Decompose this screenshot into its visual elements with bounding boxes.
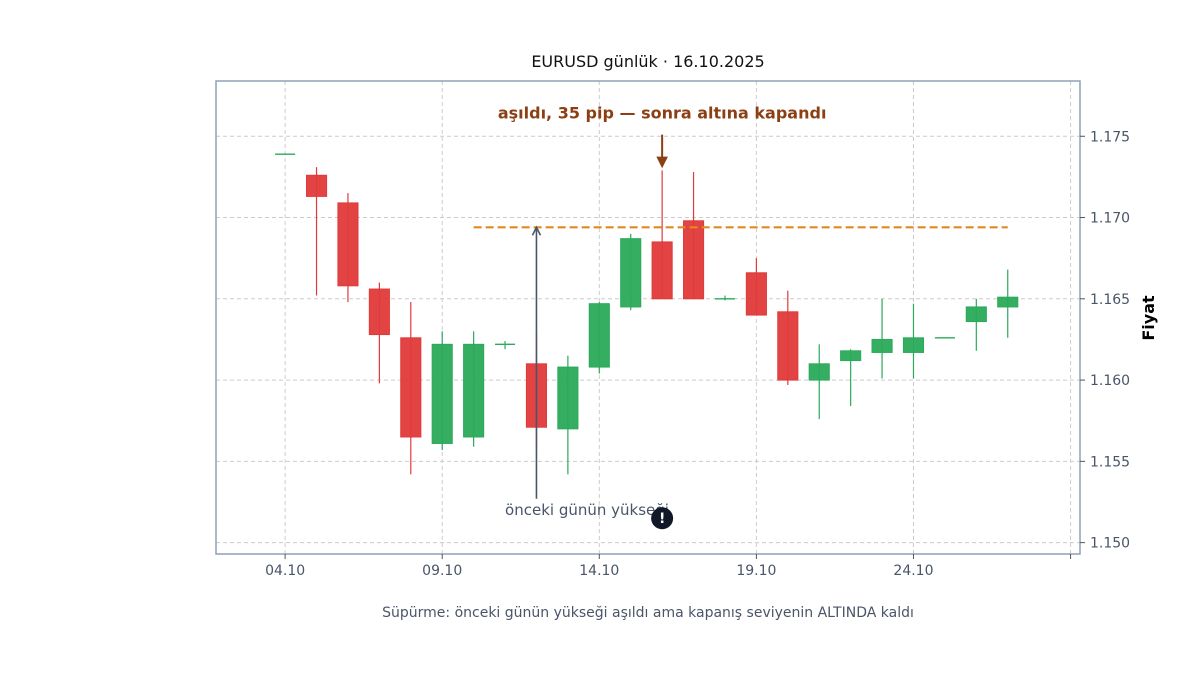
candle — [588, 302, 610, 374]
plot-frame — [215, 80, 1081, 555]
x-tick-label: 24.10 — [893, 563, 933, 579]
chart-caption: Süpürme: önceki günün yükseği aşıldı ama… — [382, 605, 914, 621]
grid — [216, 81, 1080, 554]
candle — [840, 349, 862, 407]
y-tick-label: 1.155 — [1090, 454, 1130, 470]
y-tick-label: 1.175 — [1090, 129, 1130, 145]
axis-ticks: 1.150 1.155 1.160 1.165 1.170 1.175 04.10 09.10… — [265, 129, 1130, 579]
candle — [400, 302, 422, 475]
candle — [965, 298, 987, 351]
candle — [337, 193, 359, 303]
candle-body — [965, 306, 987, 323]
candle — [808, 344, 830, 420]
candle-body — [588, 303, 610, 368]
candle — [463, 331, 485, 447]
y-tick-label: 1.165 — [1090, 292, 1130, 308]
candle-body — [400, 337, 422, 438]
candle-body — [463, 343, 485, 438]
candle-body — [557, 366, 579, 430]
x-tick-label: 09.10 — [422, 563, 462, 579]
candle-body — [808, 363, 830, 381]
sweep-arrowhead — [656, 156, 668, 169]
candle-body — [840, 350, 862, 362]
candle — [651, 170, 673, 300]
candle — [368, 282, 390, 384]
x-tick-label: 19.10 — [736, 563, 776, 579]
warning-marker-icon: ! — [651, 507, 674, 530]
previous-high-arrowhead — [531, 225, 542, 236]
overlays — [473, 134, 1008, 499]
y-tick-label: 1.160 — [1090, 373, 1130, 389]
chart-title: EURUSD günlük · 16.10.2025 — [531, 52, 764, 71]
candle — [494, 341, 516, 350]
candle-body — [620, 238, 642, 308]
candle — [305, 167, 328, 296]
candle-body — [777, 311, 799, 381]
y-axis-label: Fiyat — [1139, 295, 1158, 341]
candle-body — [337, 202, 359, 287]
candle-body — [368, 288, 390, 336]
y-tick-label: 1.150 — [1090, 536, 1130, 552]
candle — [997, 269, 1019, 338]
y-tick-label: 1.170 — [1090, 211, 1130, 227]
x-tick-label: 14.10 — [579, 563, 619, 579]
candles — [275, 153, 1019, 475]
candle-body — [683, 220, 705, 300]
candle — [557, 355, 579, 475]
candle — [871, 298, 893, 379]
candle-body — [431, 343, 453, 444]
candle-body — [902, 337, 925, 353]
candle — [714, 295, 736, 301]
candle-body — [305, 174, 328, 197]
x-tick-label: 04.10 — [265, 563, 305, 579]
candle — [431, 331, 453, 450]
candle — [683, 172, 705, 300]
previous-high-label: önceki günün yükseği — [505, 501, 669, 519]
candle-body — [997, 296, 1019, 308]
candle — [902, 303, 925, 379]
sweep-annotation: aşıldı, 35 pip — sonra altına kapandı — [498, 103, 827, 122]
candle-body — [871, 338, 893, 353]
candle-body — [651, 241, 673, 300]
candle — [745, 258, 767, 316]
candle-body — [745, 272, 767, 316]
svg-text:!: ! — [659, 511, 665, 527]
candle — [620, 233, 642, 311]
candle — [777, 290, 799, 385]
